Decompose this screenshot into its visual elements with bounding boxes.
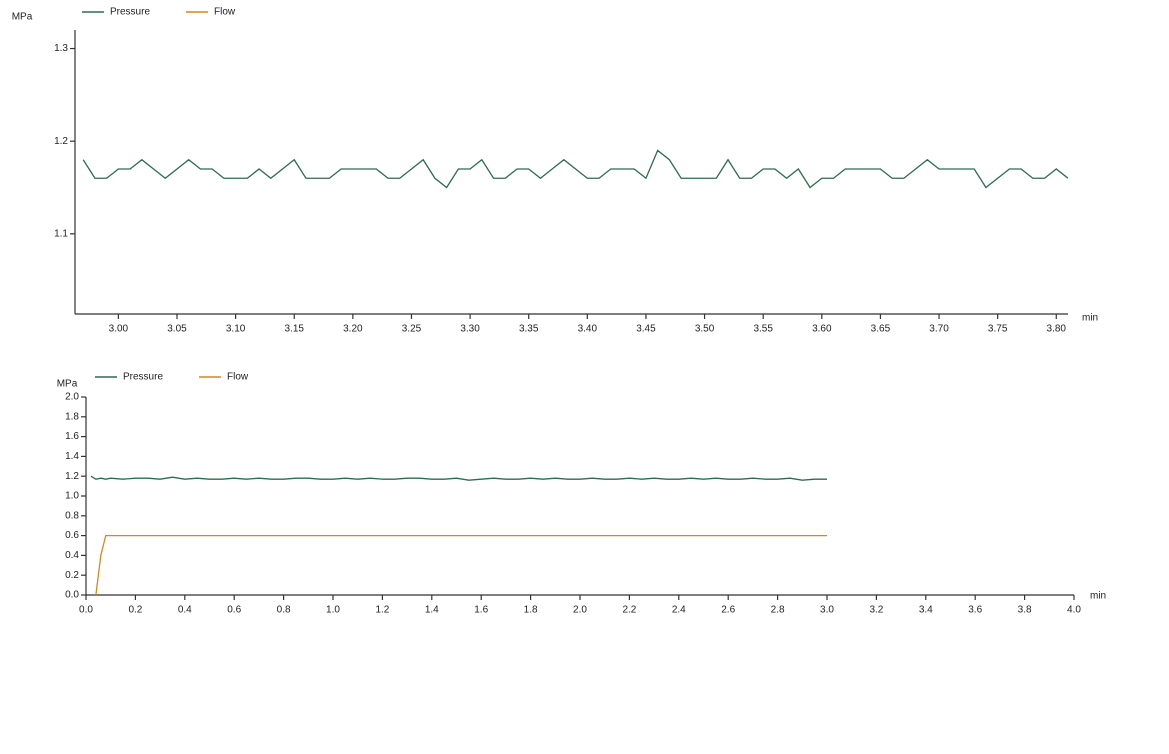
x-tick-label: 2.8 (771, 605, 785, 616)
x-tick-label: 3.60 (812, 324, 832, 335)
y-tick-label: 2.0 (65, 392, 79, 403)
legend-label: Flow (214, 7, 236, 18)
x-tick-label: 3.4 (919, 605, 933, 616)
legend-label: Pressure (123, 372, 163, 383)
y-tick-label: 0.4 (65, 550, 79, 561)
series-line (90, 475, 827, 481)
x-tick-label: 3.2 (869, 605, 883, 616)
x-tick-label: 3.40 (578, 324, 598, 335)
x-axis-label: min (1082, 313, 1098, 324)
x-tick-label: 3.55 (753, 324, 773, 335)
y-tick-label: 0.8 (65, 510, 79, 521)
y-tick-label: 0.0 (65, 590, 79, 601)
legend-label: Pressure (110, 7, 150, 18)
x-tick-label: 1.2 (375, 605, 389, 616)
y-tick-label: 1.2 (54, 136, 68, 147)
x-tick-label: 3.45 (636, 324, 656, 335)
y-tick-label: 0.6 (65, 530, 79, 541)
x-tick-label: 2.0 (573, 605, 587, 616)
x-tick-label: 3.15 (284, 324, 304, 335)
x-tick-label: 2.6 (721, 605, 735, 616)
y-tick-label: 1.0 (65, 491, 79, 502)
x-tick-label: 4.0 (1067, 605, 1081, 616)
y-tick-label: 1.8 (65, 411, 79, 422)
x-tick-label: 3.75 (988, 324, 1008, 335)
x-tick-label: 0.2 (128, 605, 142, 616)
x-tick-label: 3.80 (1047, 324, 1067, 335)
y-tick-label: 1.4 (65, 451, 79, 462)
x-tick-label: 2.2 (622, 605, 636, 616)
series-line (82, 149, 1068, 189)
x-tick-label: 3.50 (695, 324, 715, 335)
x-tick-label: 3.8 (1018, 605, 1032, 616)
x-tick-label: 0.0 (79, 605, 93, 616)
x-tick-label: 3.65 (871, 324, 891, 335)
x-tick-label: 3.70 (929, 324, 949, 335)
series-line (95, 534, 827, 595)
x-tick-label: 1.4 (425, 605, 439, 616)
legend-label: Flow (227, 372, 249, 383)
x-tick-label: 3.0 (820, 605, 834, 616)
y-tick-label: 1.3 (54, 43, 68, 54)
y-tick-label: 0.2 (65, 570, 79, 581)
x-tick-label: 3.10 (226, 324, 246, 335)
y-axis-label: MPa (57, 379, 78, 390)
y-axis-label: MPa (12, 12, 33, 23)
x-tick-label: 0.8 (277, 605, 291, 616)
x-tick-label: 3.30 (460, 324, 480, 335)
x-tick-label: 1.6 (474, 605, 488, 616)
x-tick-label: 3.20 (343, 324, 363, 335)
x-tick-label: 3.35 (519, 324, 539, 335)
x-tick-label: 3.00 (109, 324, 129, 335)
x-tick-label: 3.25 (402, 324, 422, 335)
x-tick-label: 1.0 (326, 605, 340, 616)
x-tick-label: 0.4 (178, 605, 192, 616)
x-tick-label: 3.05 (167, 324, 187, 335)
y-tick-label: 1.1 (54, 228, 68, 239)
x-tick-label: 3.6 (968, 605, 982, 616)
x-tick-label: 0.6 (227, 605, 241, 616)
x-tick-label: 1.8 (524, 605, 538, 616)
y-tick-label: 1.2 (65, 471, 79, 482)
x-tick-label: 2.4 (672, 605, 686, 616)
y-tick-label: 1.6 (65, 431, 79, 442)
x-axis-label: min (1090, 591, 1106, 602)
